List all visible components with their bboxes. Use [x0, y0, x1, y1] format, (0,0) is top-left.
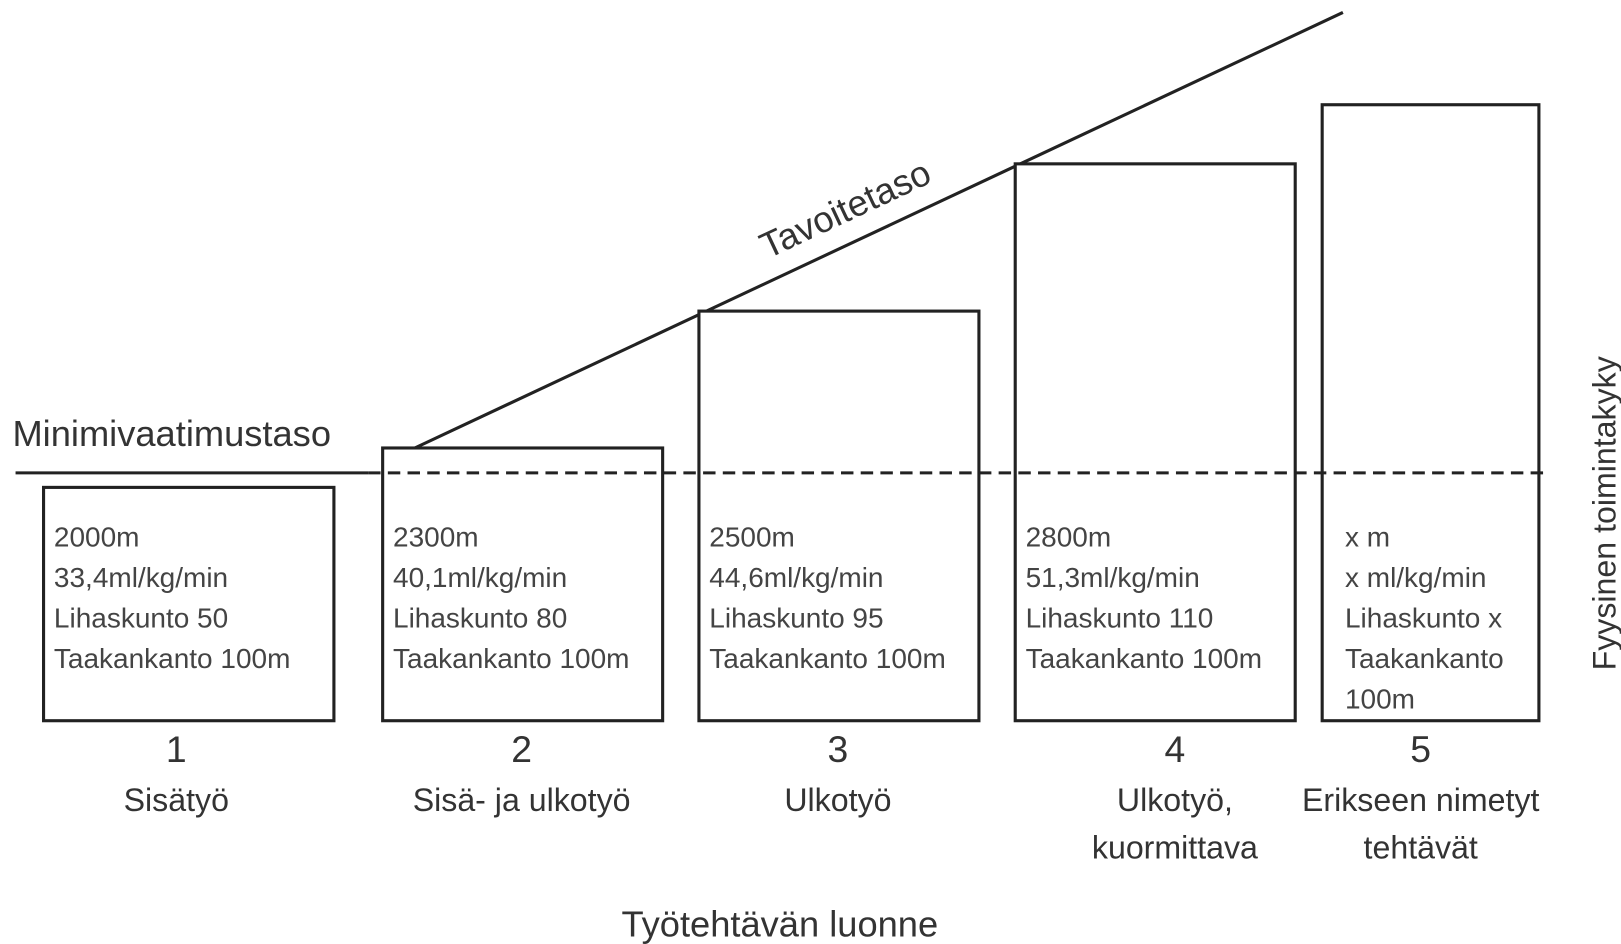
- task-detail: Lihaskunto 50: [54, 602, 228, 633]
- task-detail: 51,3ml/kg/min: [1026, 562, 1200, 593]
- task-box: [381, 446, 665, 723]
- task-number: 5: [1410, 728, 1431, 770]
- task-detail: Taakankanto 100m: [54, 643, 290, 674]
- task-number: 1: [166, 728, 187, 770]
- task-detail: 33,4ml/kg/min: [54, 562, 228, 593]
- target-line: [414, 11, 1344, 450]
- task-detail: 44,6ml/kg/min: [709, 562, 883, 593]
- task-detail: 2300m: [393, 521, 479, 552]
- task-box: [697, 309, 981, 723]
- task-detail: Taakankanto 100m: [1026, 643, 1262, 674]
- target-label: Tavoitetaso: [753, 152, 937, 267]
- task-detail: Taakankanto 100m: [709, 643, 945, 674]
- task-box: [41, 485, 336, 723]
- task-detail: 40,1ml/kg/min: [393, 562, 567, 593]
- task-number: 2: [511, 728, 532, 770]
- diagram-body: Minimivaatimustaso Tavoitetaso Fyysinen …: [12, 11, 1621, 944]
- task-detail: Lihaskunto 110: [1026, 602, 1214, 633]
- task-detail: Taakankanto 100m: [393, 643, 629, 674]
- task-label: Sisä- ja ulkotyö: [413, 782, 631, 818]
- task-detail: x m: [1345, 521, 1390, 552]
- task-detail: Lihaskunto 95: [709, 602, 883, 633]
- task-detail: Taakankanto: [1345, 643, 1504, 674]
- task-detail: Lihaskunto 80: [393, 602, 567, 633]
- task-label: Sisätyö: [124, 782, 229, 818]
- task-detail: 100m: [1345, 683, 1415, 714]
- task-box: [1320, 103, 1541, 723]
- y-axis-label: Fyysinen toimintakyky: [1587, 356, 1621, 670]
- task-detail: 2500m: [709, 521, 795, 552]
- task-label: Erikseen nimetyt: [1302, 782, 1540, 818]
- task-detail: 2000m: [54, 521, 140, 552]
- task-box: [1013, 162, 1297, 723]
- task-label: Ulkotyö,: [1117, 782, 1233, 818]
- task-detail: x ml/kg/min: [1345, 562, 1487, 593]
- task-label: Ulkotyö: [784, 782, 891, 818]
- task-number: 3: [828, 728, 849, 770]
- task-label: kuormittava: [1092, 830, 1258, 866]
- x-axis-label: Työtehtävän luonne: [621, 903, 938, 944]
- minimum-label: Minimivaatimustaso: [12, 413, 331, 454]
- task-detail: Lihaskunto x: [1345, 602, 1502, 633]
- task-detail: 2800m: [1026, 521, 1112, 552]
- task-label: tehtävät: [1364, 830, 1478, 866]
- task-number: 4: [1165, 728, 1186, 770]
